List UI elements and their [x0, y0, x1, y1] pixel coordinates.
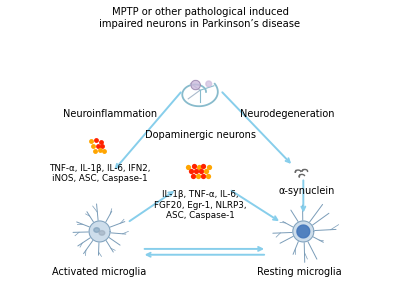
Text: IL-1β, TNF-α, IL-6,
FGF20, Egr-1, NLRP3,
ASC, Caspase-1: IL-1β, TNF-α, IL-6, FGF20, Egr-1, NLRP3,…: [154, 190, 246, 220]
Polygon shape: [206, 81, 212, 87]
Polygon shape: [191, 80, 200, 90]
Text: MPTP or other pathological induced
impaired neurons in Parkinson’s disease: MPTP or other pathological induced impai…: [100, 7, 300, 29]
Polygon shape: [293, 221, 314, 242]
Polygon shape: [89, 221, 110, 242]
Text: Dopaminergic neurons: Dopaminergic neurons: [144, 130, 256, 140]
Polygon shape: [297, 225, 310, 238]
Text: Neuroinflammation: Neuroinflammation: [63, 109, 157, 119]
Polygon shape: [99, 230, 105, 235]
Text: Neurodegeneration: Neurodegeneration: [240, 109, 334, 119]
Text: Activated microglia: Activated microglia: [52, 267, 147, 277]
Text: Resting microglia: Resting microglia: [257, 267, 341, 277]
Polygon shape: [94, 228, 100, 232]
Text: α-synuclein: α-synuclein: [278, 186, 334, 196]
Text: TNF-α, IL-1β, IL-6, IFN2,
iNOS, ASC, Caspase-1: TNF-α, IL-1β, IL-6, IFN2, iNOS, ASC, Cas…: [49, 164, 150, 183]
